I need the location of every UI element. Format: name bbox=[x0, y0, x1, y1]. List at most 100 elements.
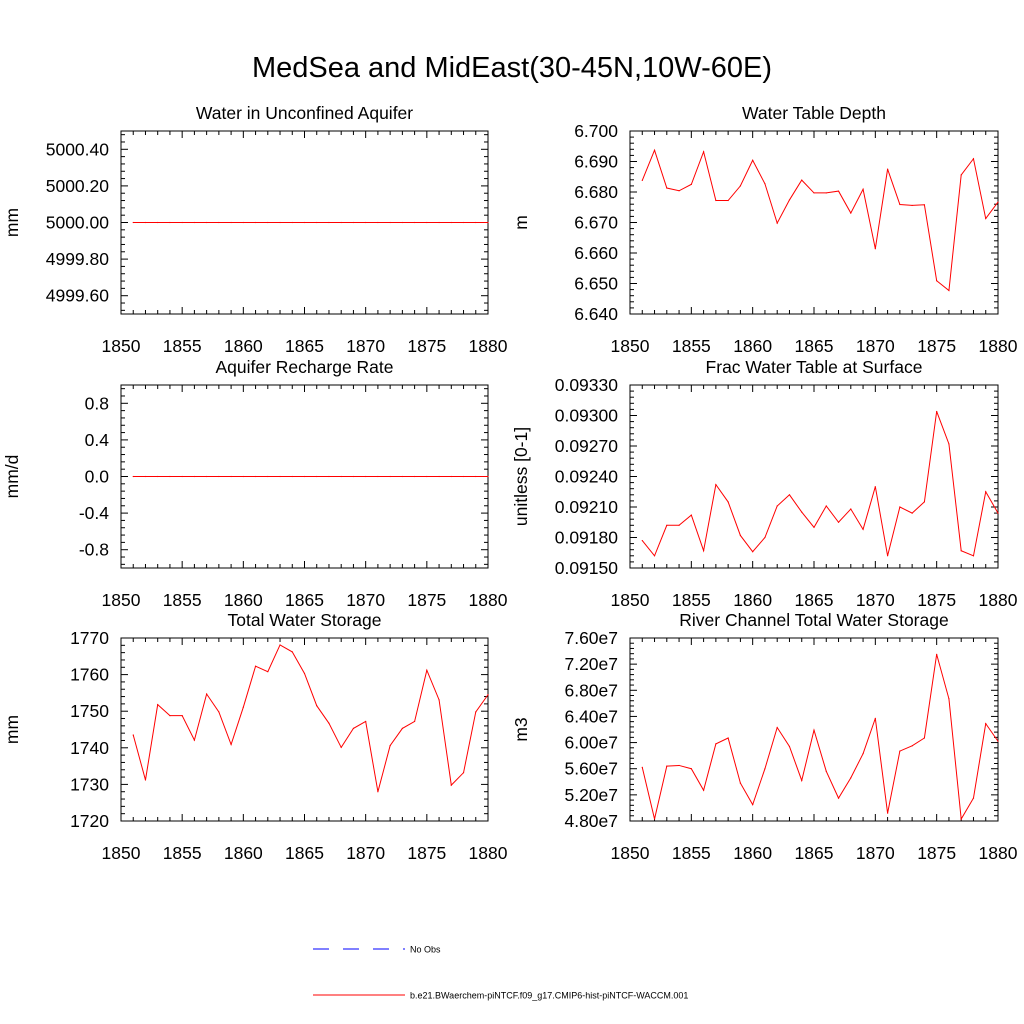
data-point bbox=[144, 221, 147, 224]
data-point bbox=[837, 521, 840, 523]
data-point bbox=[279, 644, 281, 646]
y-tick-label: 6.650 bbox=[574, 274, 618, 294]
legend-label: No Obs bbox=[410, 945, 441, 955]
data-point bbox=[389, 745, 391, 747]
data-point bbox=[352, 475, 355, 478]
data-point bbox=[874, 717, 876, 719]
data-point bbox=[850, 212, 852, 214]
x-tick-label: 1865 bbox=[285, 590, 324, 610]
data-point bbox=[923, 204, 926, 206]
x-tick-label: 1870 bbox=[346, 336, 385, 356]
panel-title: Aquifer Recharge Rate bbox=[215, 357, 393, 377]
data-point bbox=[340, 746, 342, 749]
plot-frame bbox=[629, 384, 999, 569]
data-point bbox=[206, 221, 208, 224]
x-tick-label: 1865 bbox=[285, 336, 324, 356]
x-tick-label: 1860 bbox=[224, 843, 263, 863]
data-point bbox=[218, 221, 220, 224]
x-tick-label: 1855 bbox=[672, 843, 711, 863]
data-point bbox=[438, 475, 440, 478]
x-tick-label: 1860 bbox=[733, 590, 772, 610]
y-tick-label: 1720 bbox=[70, 811, 109, 831]
data-point bbox=[193, 221, 195, 224]
y-tick-label: 0.8 bbox=[85, 393, 109, 413]
plot-frame bbox=[120, 637, 489, 822]
data-point bbox=[997, 512, 999, 514]
data-point bbox=[132, 734, 134, 736]
data-point bbox=[776, 222, 778, 224]
y-tick-label: -0.4 bbox=[79, 503, 109, 523]
data-point bbox=[887, 168, 889, 170]
data-point bbox=[426, 221, 428, 224]
data-point bbox=[157, 221, 159, 224]
data-point bbox=[960, 550, 962, 552]
data-point bbox=[377, 475, 379, 478]
data-point bbox=[303, 221, 306, 224]
data-point bbox=[923, 737, 926, 739]
data-point bbox=[206, 475, 208, 478]
data-point bbox=[788, 199, 791, 201]
data-point bbox=[923, 501, 926, 503]
x-tick-label: 1855 bbox=[163, 843, 202, 863]
data-point bbox=[690, 514, 692, 516]
data-point bbox=[230, 221, 232, 224]
panel-title: Water in Unconfined Aquifer bbox=[196, 103, 413, 123]
data-point bbox=[254, 221, 257, 224]
data-point bbox=[641, 179, 643, 182]
y-axis-label: mm/d bbox=[2, 455, 22, 499]
x-tick-label: 1855 bbox=[163, 590, 202, 610]
data-point bbox=[776, 726, 778, 729]
data-point bbox=[230, 743, 232, 746]
data-point bbox=[426, 669, 428, 671]
data-point bbox=[985, 491, 987, 493]
data-point bbox=[254, 475, 257, 478]
data-point bbox=[450, 475, 452, 478]
data-point bbox=[985, 217, 987, 220]
legend-item: No Obs bbox=[313, 945, 441, 955]
data-point bbox=[850, 777, 852, 779]
x-tick-label: 1875 bbox=[407, 336, 446, 356]
data-point bbox=[365, 221, 367, 224]
data-point bbox=[438, 221, 440, 224]
x-tick-label: 1865 bbox=[795, 336, 834, 356]
data-point bbox=[267, 221, 269, 224]
x-tick-label: 1850 bbox=[102, 843, 141, 863]
data-point bbox=[157, 704, 159, 706]
data-point bbox=[218, 475, 220, 478]
y-tick-label: 0.09270 bbox=[555, 436, 619, 456]
data-point bbox=[997, 740, 999, 742]
data-point bbox=[157, 475, 159, 478]
data-point bbox=[788, 745, 791, 748]
data-point bbox=[181, 714, 183, 717]
data-point bbox=[475, 711, 477, 713]
data-point bbox=[193, 475, 195, 478]
data-point bbox=[340, 475, 342, 478]
data-point bbox=[206, 693, 208, 695]
y-tick-label: 1760 bbox=[70, 665, 109, 685]
data-point bbox=[438, 699, 440, 701]
data-point bbox=[279, 221, 281, 224]
x-tick-label: 1865 bbox=[795, 590, 834, 610]
x-tick-label: 1870 bbox=[856, 843, 895, 863]
panel-water-in-unconfined-aquifer: Water in Unconfined Aquifer mm 1850 1855 186… bbox=[2, 103, 508, 356]
data-point bbox=[936, 280, 938, 282]
data-point bbox=[389, 221, 391, 224]
series-line bbox=[132, 644, 489, 792]
data-point bbox=[181, 221, 183, 224]
x-tick-label: 1870 bbox=[346, 843, 385, 863]
y-axis-label: mm bbox=[2, 715, 22, 744]
data-point bbox=[874, 486, 876, 488]
data-point bbox=[230, 475, 232, 478]
data-point bbox=[813, 729, 815, 731]
y-tick-label: 4999.80 bbox=[46, 249, 110, 269]
data-point bbox=[678, 524, 680, 526]
x-tick-label: 1875 bbox=[917, 336, 956, 356]
x-tick-label: 1875 bbox=[917, 843, 956, 863]
data-point bbox=[340, 221, 342, 224]
data-point bbox=[450, 221, 452, 224]
data-point bbox=[291, 221, 293, 224]
data-point bbox=[377, 221, 379, 224]
x-tick-label: 1870 bbox=[856, 590, 895, 610]
data-point bbox=[874, 248, 876, 250]
y-axis-label: m3 bbox=[511, 717, 531, 741]
